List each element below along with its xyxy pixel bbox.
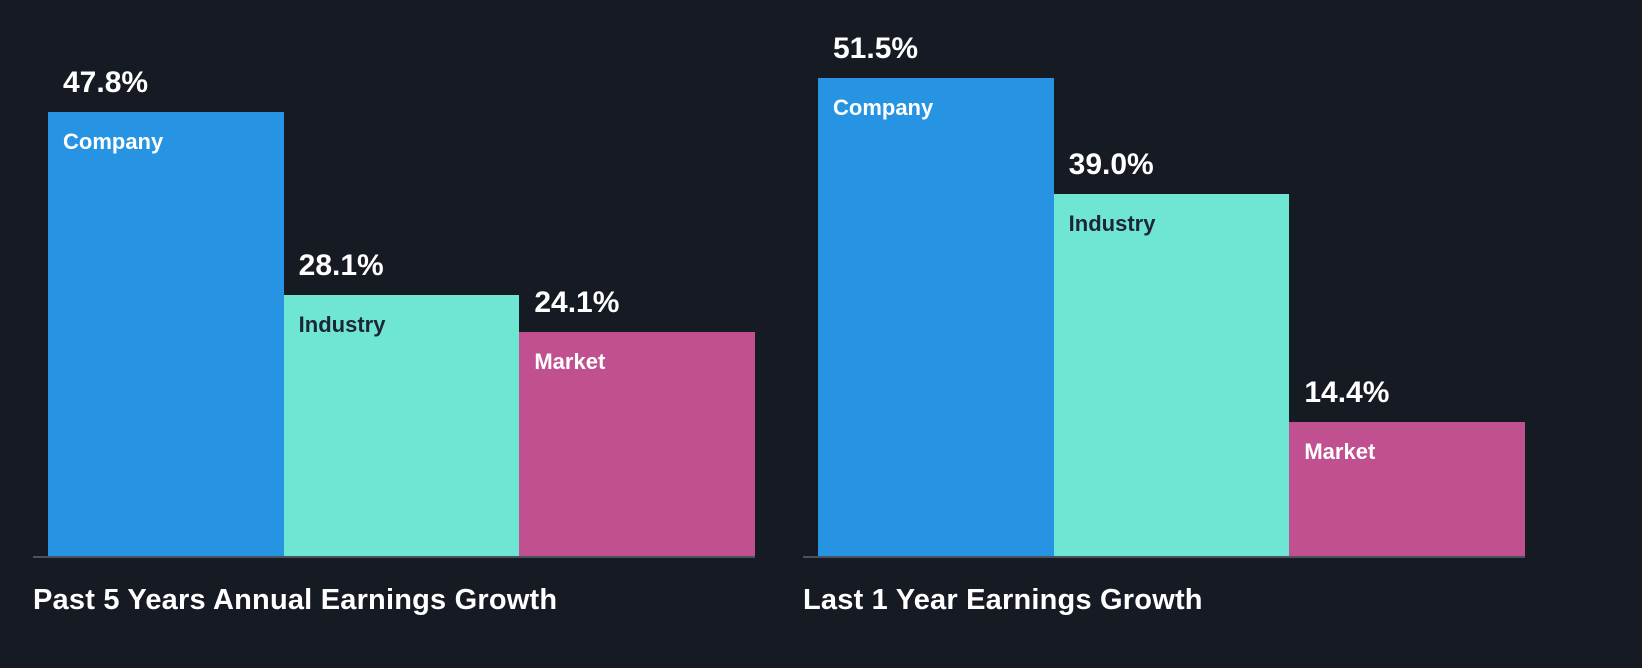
bar-company: Company: [818, 78, 1054, 556]
bar-market: Market: [1289, 422, 1526, 556]
bar-industry: Industry: [283, 295, 520, 556]
bar-company: Company: [48, 112, 284, 556]
bar-group-market: 24.1% Market: [519, 285, 756, 556]
chart-past-5-years-earnings-growth: 47.8% Company 28.1% Industry 24.1% Market Pas…: [33, 0, 756, 617]
bar-group-company: 47.8% Company: [48, 65, 284, 556]
bar-value-label: 14.4%: [1304, 376, 1390, 410]
bar-value-label: 39.0%: [1068, 148, 1154, 181]
bar-category-label: Industry: [298, 312, 386, 338]
plot-area: 47.8% Company 28.1% Industry 24.1% Market: [33, 0, 756, 558]
bar-category-label: Company: [833, 95, 934, 120]
plot-area: 51.5% Company 39.0% Industry 14.4% Market: [803, 0, 1526, 558]
bar-category-label: Market: [1304, 439, 1376, 465]
bar-series: 47.8% Company 28.1% Industry 24.1% Market: [48, 0, 756, 556]
chart-title: Past 5 Years Annual Earnings Growth: [33, 584, 558, 616]
bar-value-label: 24.1%: [534, 286, 620, 320]
bar-category-label: Market: [534, 349, 606, 375]
bar-value-label: 51.5%: [833, 32, 919, 65]
chart-last-1-year-earnings-growth: 51.5% Company 39.0% Industry 14.4% Market Las…: [803, 0, 1526, 617]
x-axis-baseline: [803, 556, 1525, 558]
bar-value-label: 28.1%: [298, 249, 384, 283]
bar-group-market: 14.4% Market: [1289, 375, 1526, 556]
bar-series: 51.5% Company 39.0% Industry 14.4% Market: [818, 0, 1526, 556]
bar-group-company: 51.5% Company: [818, 31, 1054, 556]
bar-value-label: 47.8%: [63, 66, 149, 100]
bar-industry: Industry: [1053, 194, 1290, 556]
x-axis-baseline: [33, 556, 755, 558]
bar-group-industry: 39.0% Industry: [1053, 147, 1290, 556]
bar-market: Market: [519, 332, 756, 556]
chart-title: Last 1 Year Earnings Growth: [803, 584, 1203, 616]
bar-category-label: Industry: [1068, 211, 1156, 236]
bar-category-label: Company: [63, 129, 164, 155]
bar-group-industry: 28.1% Industry: [283, 248, 520, 556]
